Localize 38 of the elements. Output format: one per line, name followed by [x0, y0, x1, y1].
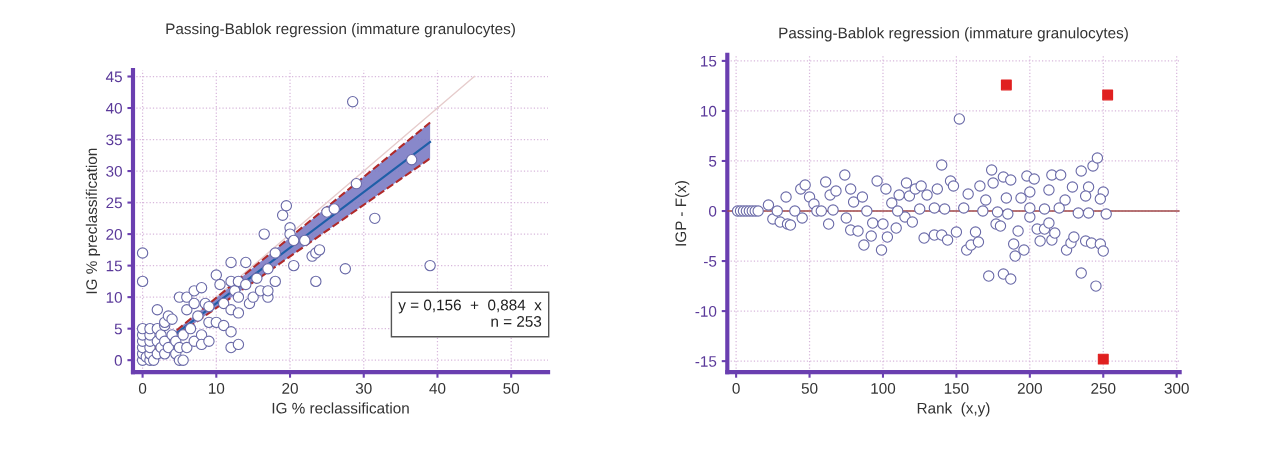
- y-tick-label: 10: [106, 292, 122, 303]
- x-tick-label: 250: [1091, 382, 1116, 394]
- x-tick-label: 150: [944, 382, 969, 394]
- y-tick-label: 10: [701, 105, 717, 117]
- x-tick-label: 30: [355, 382, 372, 394]
- x-axis-title: Rank (x,y): [917, 402, 990, 417]
- y-tick-label: 40: [105, 102, 122, 114]
- y-tick-label: 45: [105, 71, 122, 83]
- y-tick-label: 30: [106, 165, 122, 177]
- x-tick-label: 10: [208, 382, 225, 394]
- y-tick-label: 5: [709, 156, 717, 167]
- y-tick-label: -5: [703, 256, 717, 267]
- y-tick-label: 20: [106, 228, 122, 240]
- y-tick-label: 15: [106, 260, 122, 272]
- y-tick-label: -15: [695, 356, 717, 367]
- x-tick-label: 200: [1017, 382, 1042, 394]
- x-axis-title: IG % reclassification: [272, 402, 409, 414]
- annotation: n = 253: [491, 316, 542, 327]
- x-tick-label: 40: [429, 382, 446, 394]
- x-tick-label: 20: [282, 382, 298, 394]
- y-tick-label: 25: [106, 197, 122, 209]
- y-tick-label: 5: [114, 323, 122, 335]
- annotation: y = 0,156 + 0,884 x: [398, 299, 542, 314]
- x-tick-label: 300: [1164, 382, 1189, 394]
- y-tick-label: 35: [106, 134, 122, 146]
- y-axis-title: IGP - F(x): [675, 181, 690, 246]
- y-tick-label: 0: [708, 205, 717, 217]
- x-tick-label: 50: [801, 382, 818, 394]
- x-tick-label: 50: [503, 382, 520, 394]
- chart-title: Passing-Bablok regression (immature granulocytes): [779, 27, 1128, 42]
- x-tick-label: 0: [732, 382, 740, 394]
- chart-title: Passing-Bablok regression (immature granulocytes): [166, 23, 515, 38]
- x-tick-label: 100: [871, 382, 896, 394]
- x-tick-label: 0: [138, 382, 147, 394]
- y-tick-label: 0: [114, 355, 122, 366]
- y-tick-label: -10: [695, 305, 717, 317]
- y-axis-title: IG % preclassification: [85, 148, 101, 294]
- y-tick-label: 15: [701, 55, 717, 67]
